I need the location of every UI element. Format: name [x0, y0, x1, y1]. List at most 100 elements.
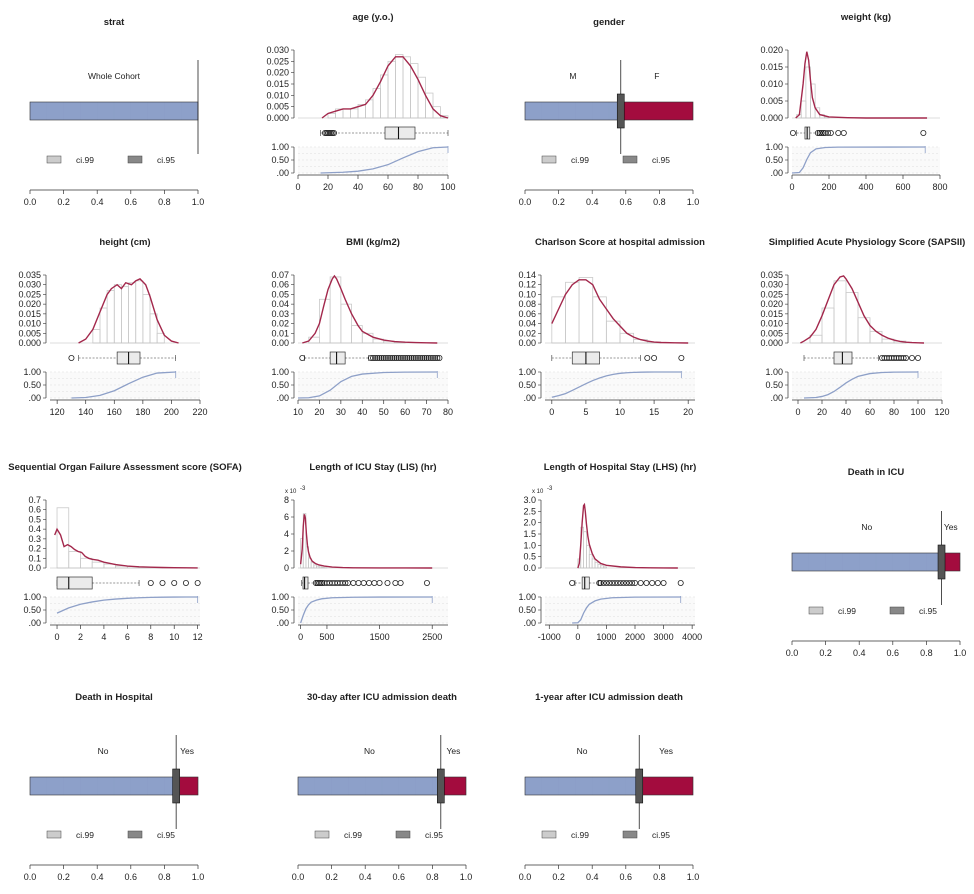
- box-outlier: [319, 580, 326, 587]
- legend-label-ci95: ci.95: [157, 155, 175, 165]
- y-tick-label: 0.06: [518, 309, 536, 319]
- x-tick-label: 0: [789, 182, 794, 192]
- box-outlier: [900, 354, 907, 361]
- histogram-bar: [350, 108, 359, 119]
- box-outlier: [606, 580, 613, 587]
- x-tick-label: 180: [135, 407, 150, 417]
- y-tick-label: 0.010: [18, 319, 41, 329]
- box-iqr: [56, 576, 93, 590]
- chart-panel-8: Sequential Organ Failure Assessment scor…: [8, 462, 242, 642]
- legend-swatch-ci95: [889, 606, 905, 615]
- box-outlier: [609, 580, 616, 587]
- x-tick-label: 0.0: [786, 648, 799, 658]
- y-multiplier: x 10: [285, 489, 297, 495]
- box-iqr: [581, 576, 590, 590]
- y-tick-label: 0.04: [518, 319, 536, 329]
- bar-segment: [29, 101, 199, 121]
- x-tick-label: 0.2: [57, 197, 70, 207]
- histogram-bar: [583, 531, 587, 569]
- y-tick-label: 0.025: [266, 56, 289, 66]
- legend-swatch-ci99: [808, 606, 824, 615]
- x-tick-label: 0.2: [552, 197, 565, 207]
- histogram-bar: [821, 307, 835, 344]
- ecdf-tick-label: .00: [276, 168, 289, 178]
- chart-title: Sequential Organ Failure Assessment scor…: [8, 462, 242, 473]
- y-tick-label: 0.5: [28, 514, 41, 524]
- box-outlier: [350, 580, 357, 587]
- box-outlier: [355, 580, 362, 587]
- x-tick-label: 80: [889, 407, 899, 417]
- y-tick-label: 0.12: [518, 280, 536, 290]
- chart-title: BMI (kg/m2): [346, 237, 400, 248]
- y-tick-label: 0.020: [760, 299, 783, 309]
- histogram-bar: [588, 554, 593, 569]
- histogram-bar: [92, 328, 101, 344]
- x-tick-label: 220: [192, 407, 207, 417]
- box-outlier: [432, 354, 439, 361]
- x-tick-label: 0: [295, 182, 300, 192]
- y-tick-label: 0.2: [28, 544, 41, 554]
- box-outlier: [369, 354, 376, 361]
- x-tick-label: 0.4: [586, 197, 599, 207]
- box-outlier: [677, 580, 684, 587]
- box-outlier: [408, 354, 415, 361]
- x-tick-label: 2000: [625, 632, 645, 642]
- y-exponent: -3: [300, 486, 306, 492]
- ecdf-tick-label: .00: [770, 168, 783, 178]
- box-outlier: [371, 580, 378, 587]
- y-tick-label: 0: [284, 563, 289, 573]
- x-tick-label: 60: [383, 182, 393, 192]
- chart-panel-13: 30-day after ICU admission death No Yes ci.…: [292, 692, 473, 882]
- x-tick-label: 15: [649, 407, 659, 417]
- x-tick-label: 0.2: [325, 872, 338, 882]
- box-outlier: [637, 580, 644, 587]
- density-curve: [800, 275, 925, 344]
- y-tick-label: 2: [284, 546, 289, 556]
- ci-box: [436, 768, 445, 804]
- x-tick-label: 0.0: [519, 197, 532, 207]
- box-outlier: [654, 580, 661, 587]
- x-tick-label: 0.0: [519, 872, 532, 882]
- legend-label-ci95: ci.95: [652, 155, 670, 165]
- chart-title: weight (kg): [840, 12, 891, 23]
- x-tick-label: 4: [101, 632, 106, 642]
- chart-panel-5: BMI (kg/m2)0.070.060.050.040.030.020.010…: [271, 237, 453, 417]
- x-tick-label: 100: [440, 182, 455, 192]
- box-outlier: [632, 580, 639, 587]
- box-outlier: [171, 580, 178, 587]
- histogram-bar: [68, 551, 81, 569]
- x-tick-label: 0.6: [393, 872, 406, 882]
- box-outlier: [827, 129, 834, 136]
- y-tick-label: 0.00: [271, 338, 289, 348]
- y-tick-label: 0.020: [760, 45, 783, 55]
- x-tick-label: 50: [379, 407, 389, 417]
- bar-segment: [297, 776, 442, 796]
- histogram-bar: [56, 507, 70, 569]
- box-outlier: [378, 354, 385, 361]
- x-tick-label: 120: [50, 407, 65, 417]
- x-tick-label: 40: [357, 407, 367, 417]
- chart-title: strat: [104, 17, 125, 28]
- ecdf-curve: [71, 371, 176, 399]
- box-iqr: [384, 126, 416, 140]
- category-label: F: [654, 71, 659, 81]
- chart-panel-4: height (cm) 0.0350.0300.0250.0200.0150.01…: [18, 237, 207, 417]
- y-tick-label: 0.005: [760, 96, 783, 106]
- box-iqr: [302, 576, 309, 590]
- x-tick-label: 0.4: [586, 872, 599, 882]
- box-outlier: [920, 129, 927, 136]
- category-label: M: [569, 71, 576, 81]
- chart-title: Death in ICU: [848, 467, 905, 478]
- histogram-bar: [594, 561, 599, 569]
- legend-label-ci95: ci.95: [425, 830, 443, 840]
- ecdf-tick-label: .00: [523, 618, 536, 628]
- chart-panel-7: Simplified Acute Physiology Score (SAPSI…: [760, 237, 965, 417]
- ecdf-tick-label: 0.50: [765, 380, 783, 390]
- x-tick-label: 0.6: [620, 872, 633, 882]
- histogram-bar: [395, 54, 404, 119]
- x-tick-label: 600: [895, 182, 910, 192]
- box-outlier: [330, 129, 337, 136]
- y-tick-label: 0.025: [18, 289, 41, 299]
- histogram-bar: [597, 564, 602, 569]
- y-tick-label: 0.020: [18, 299, 41, 309]
